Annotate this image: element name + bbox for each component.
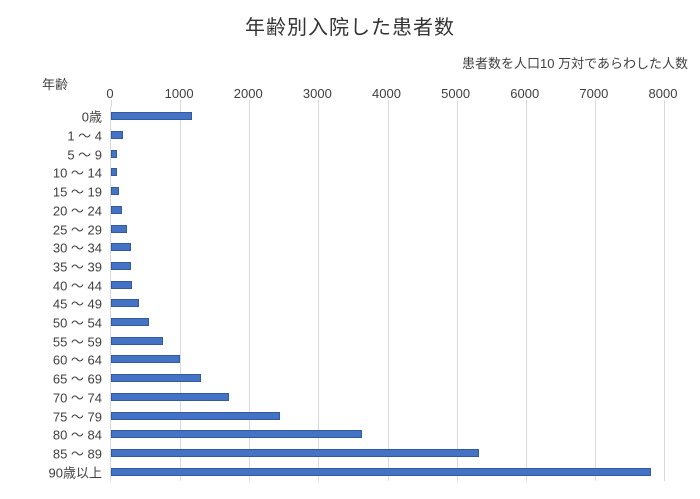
category-label: 5 ～ 9 (67, 147, 102, 163)
bar (111, 261, 132, 270)
value-axis-tick-label: 7000 (579, 86, 609, 101)
gridline (180, 107, 182, 481)
bar (111, 448, 480, 457)
value-axis-tickmark (249, 100, 251, 107)
value-axis-tickmark (456, 100, 458, 107)
category-label: 65 ～ 69 (52, 371, 102, 387)
value-axis-tickmark (525, 100, 527, 107)
bar (111, 411, 281, 420)
value-axis-tick-label: 6000 (510, 86, 540, 101)
gridline (594, 107, 596, 481)
gridline (456, 107, 458, 481)
bar (111, 168, 118, 177)
gridline (249, 107, 251, 481)
category-label: 80 ～ 84 (52, 427, 102, 443)
bar (111, 336, 164, 345)
category-label: 75 ～ 79 (52, 409, 102, 425)
value-axis-tick-label: 3000 (302, 86, 332, 101)
bar (111, 392, 230, 401)
plot-area (110, 100, 665, 481)
value-axis-tickmark (387, 100, 389, 107)
category-label: 90歳以上 (48, 465, 102, 481)
bar (111, 149, 117, 158)
bar (111, 467, 652, 476)
bar (111, 280, 133, 289)
category-label: 85 ～ 89 (52, 446, 102, 462)
value-axis-tickmark (111, 100, 112, 107)
chart-subtitle: 患者数を人口10 万対であらわした人数 (462, 56, 688, 71)
category-label: 1 ～ 4 (67, 128, 102, 144)
category-label: 70 ～ 74 (52, 390, 102, 406)
gridline (318, 107, 320, 481)
gridline (525, 107, 527, 481)
value-axis-tick-label: 0 (106, 86, 114, 101)
bar (111, 131, 123, 140)
gridline (387, 107, 389, 481)
value-axis-tickmark (180, 100, 182, 107)
category-label: 50 ～ 54 (52, 315, 102, 331)
value-axis-tickmark (318, 100, 320, 107)
category-label: 25 ～ 29 (52, 222, 102, 238)
category-axis-labels: 0歳 1 ～ 4 5 ～ 9 10 ～ 14 15 ～ 19 20 ～ 24 25 ～ 29… (0, 107, 102, 481)
value-axis-tick-label: 1000 (164, 86, 194, 101)
bar (111, 430, 363, 439)
bar (111, 374, 202, 383)
category-label: 35 ～ 39 (52, 259, 102, 275)
category-label: 60 ～ 64 (52, 352, 102, 368)
category-label: 15 ～ 19 (52, 184, 102, 200)
value-axis-tick-labels: 0 1000 2000 3000 4000 5000 6000 7000 8000 (0, 86, 700, 101)
bar (111, 355, 180, 364)
category-label: 40 ～ 44 (52, 278, 102, 294)
value-axis-tickmark (594, 100, 596, 107)
bar (111, 243, 132, 252)
bar (111, 187, 119, 196)
bar (111, 224, 128, 233)
value-axis-tick-label: 5000 (441, 86, 471, 101)
chart-title: 年齢別入院した患者数 (245, 17, 455, 39)
bar (111, 112, 192, 121)
bar (111, 318, 150, 327)
category-label: 45 ～ 49 (52, 296, 102, 312)
value-axis-tick-label: 4000 (372, 86, 401, 101)
category-label: 10 ～ 14 (52, 165, 102, 181)
value-axis-tick-label: 8000 (648, 86, 678, 101)
gridline (664, 107, 665, 481)
value-axis-tickmark (664, 100, 665, 107)
bar (111, 205, 122, 214)
bar (111, 299, 139, 308)
category-label: 0歳 (81, 109, 102, 125)
category-axis-title: 年齢 (42, 77, 69, 92)
category-label: 55 ～ 59 (52, 334, 102, 350)
category-label: 30 ～ 34 (52, 240, 102, 256)
value-axis-tick-label: 2000 (233, 86, 263, 101)
category-label: 20 ～ 24 (52, 203, 102, 219)
